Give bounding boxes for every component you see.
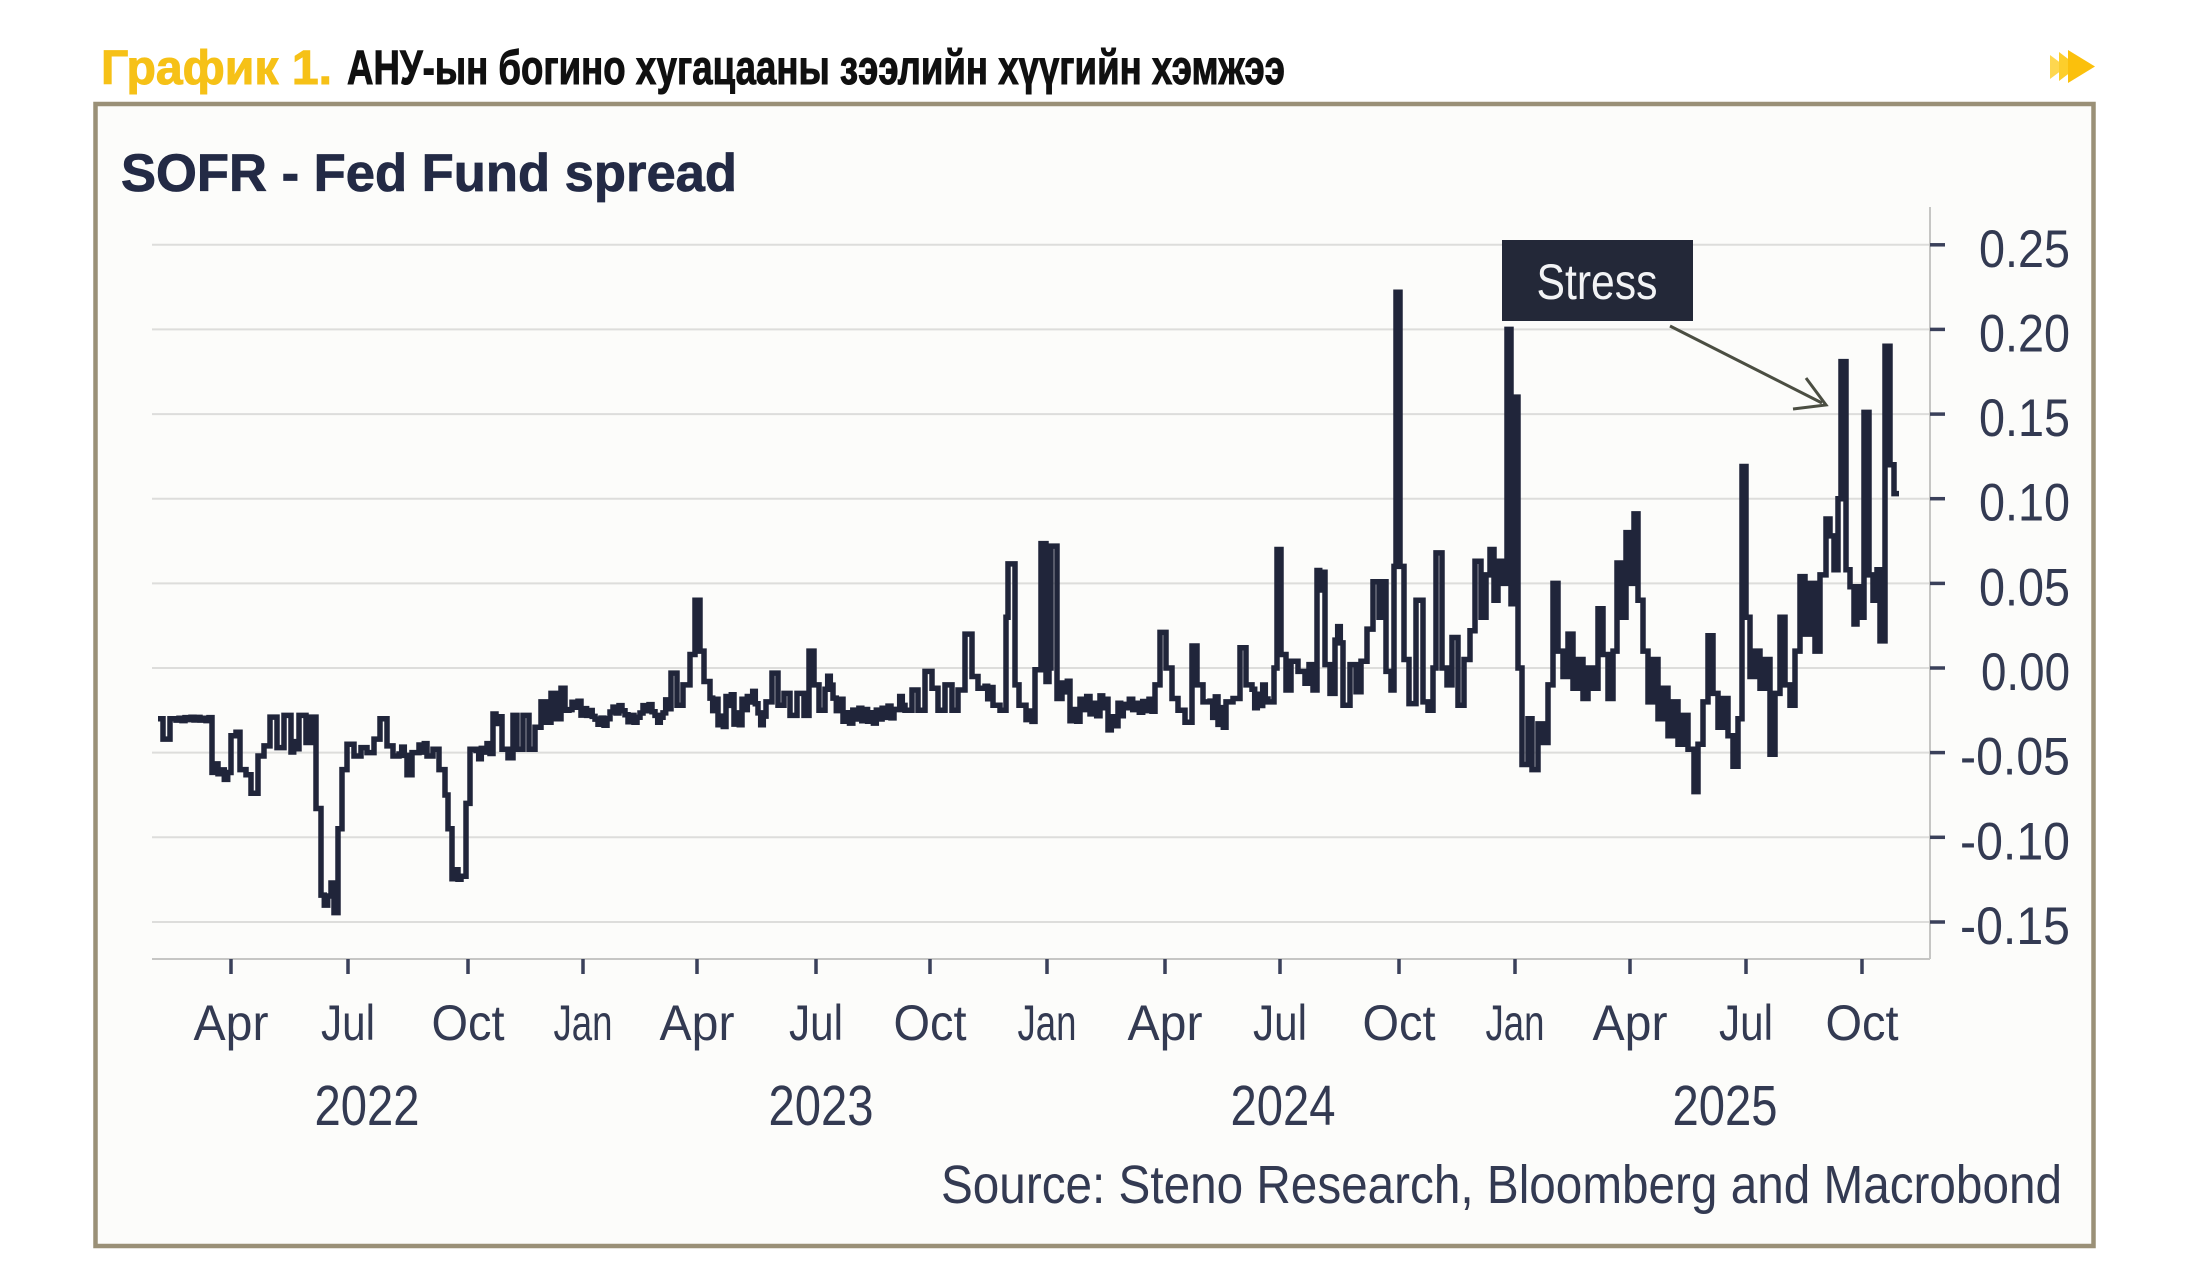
svg-text:0.00: 0.00 [1981, 643, 2070, 702]
svg-text:Jan: Jan [1018, 995, 1077, 1051]
svg-text:-0.05: -0.05 [1960, 728, 2070, 787]
svg-text:Stress: Stress [1537, 254, 1658, 310]
svg-text:Oct: Oct [1363, 995, 1436, 1051]
svg-text:Source: Steno Research, Bloomb: Source: Steno Research, Bloomberg and Ma… [941, 1155, 2062, 1215]
svg-text:Apr: Apr [660, 995, 735, 1051]
svg-text:Oct: Oct [1826, 995, 1899, 1051]
svg-text:0.10: 0.10 [1979, 474, 2070, 533]
svg-text:Jul: Jul [321, 995, 375, 1051]
svg-text:Jan: Jan [554, 995, 613, 1051]
svg-text:Oct: Oct [432, 995, 505, 1051]
svg-text:Oct: Oct [894, 995, 967, 1051]
svg-text:0.05: 0.05 [1979, 558, 2070, 617]
svg-text:2023: 2023 [769, 1074, 874, 1138]
svg-text:0.15: 0.15 [1979, 389, 2070, 448]
svg-text:-0.15: -0.15 [1960, 897, 2070, 956]
svg-text:2025: 2025 [1673, 1074, 1778, 1138]
svg-text:Jan: Jan [1486, 995, 1545, 1051]
svg-text:Jul: Jul [1253, 995, 1307, 1051]
svg-text:АНУ-ын богино хугацааны зээлий: АНУ-ын богино хугацааны зээлийн хүүгийн … [347, 42, 1285, 95]
svg-text:2024: 2024 [1231, 1074, 1336, 1138]
svg-text:График 1.: График 1. [101, 42, 332, 95]
svg-text:-0.10: -0.10 [1960, 812, 2070, 871]
svg-text:0.20: 0.20 [1979, 304, 2070, 363]
svg-text:SOFR - Fed Fund spread: SOFR - Fed Fund spread [121, 144, 737, 203]
svg-text:Apr: Apr [194, 995, 269, 1051]
svg-text:Apr: Apr [1128, 995, 1203, 1051]
svg-text:2022: 2022 [315, 1074, 420, 1138]
svg-text:Apr: Apr [1593, 995, 1668, 1051]
svg-text:Jul: Jul [1719, 995, 1773, 1051]
svg-text:0.25: 0.25 [1979, 220, 2070, 279]
svg-text:Jul: Jul [789, 995, 843, 1051]
